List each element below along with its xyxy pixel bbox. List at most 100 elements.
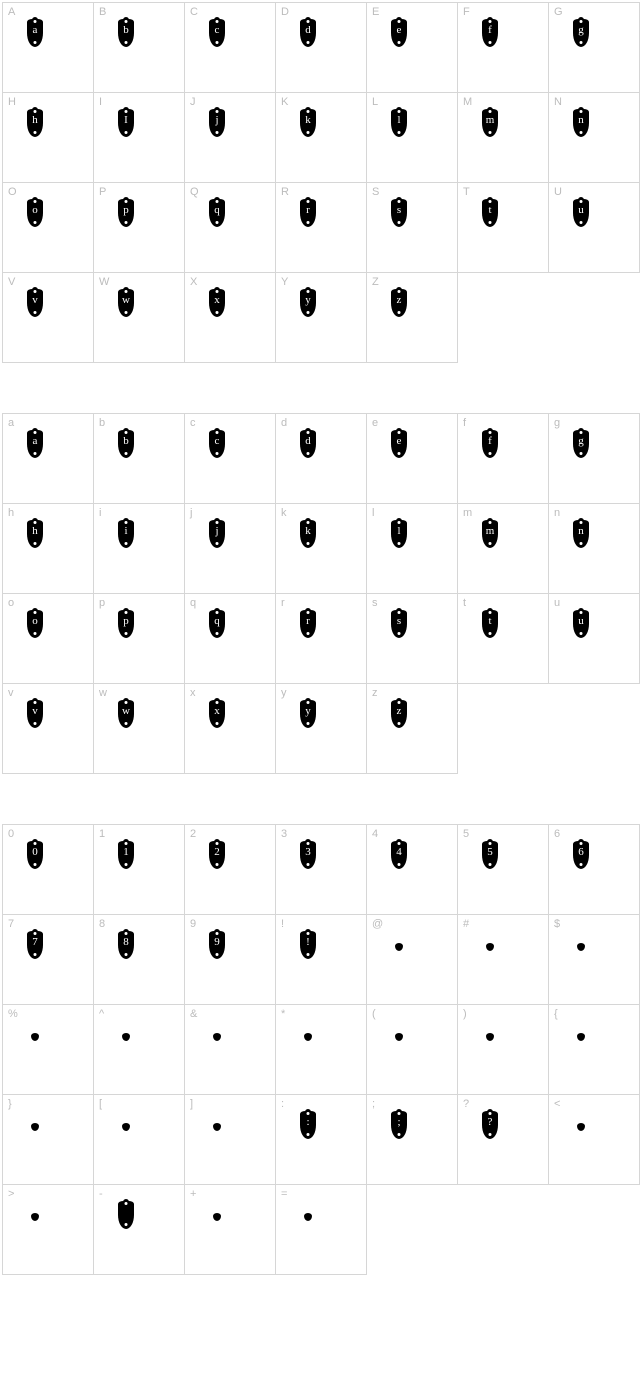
glyph-cell[interactable]: ii — [94, 504, 185, 594]
glyph-cell[interactable]: Bb — [94, 3, 185, 93]
glyph-cell[interactable]: [ — [94, 1095, 185, 1185]
glyph-cell[interactable]: 11 — [94, 825, 185, 915]
glyph-cell[interactable]: $ — [549, 915, 640, 1005]
glyph-cell[interactable]: kk — [276, 504, 367, 594]
glyph-char: t — [482, 205, 498, 216]
cell-label: 0 — [8, 828, 14, 840]
glyph-cell[interactable]: ee — [367, 414, 458, 504]
cell-label: V — [8, 276, 15, 288]
glyph-cell[interactable]: Vv — [3, 273, 94, 363]
glyph-cell[interactable]: 22 — [185, 825, 276, 915]
glyph-shield: m — [482, 520, 498, 548]
glyph-cell[interactable]: yy — [276, 684, 367, 774]
section-numbers-symbols: 00112233445566778899!!@ # $%^&*(){} []::;;?… — [2, 824, 638, 1275]
glyph-cell[interactable]: ff — [458, 414, 549, 504]
glyph-cell[interactable]: 00 — [3, 825, 94, 915]
glyph-cell[interactable]: + — [185, 1185, 276, 1275]
glyph-cell[interactable]: jj — [185, 504, 276, 594]
glyph-cell[interactable]: = — [276, 1185, 367, 1275]
glyph-cell[interactable]: mm — [458, 504, 549, 594]
glyph-cell[interactable]: !! — [276, 915, 367, 1005]
glyph-cell[interactable]: oo — [3, 594, 94, 684]
cell-label: u — [554, 597, 560, 609]
glyph-cell[interactable]: { — [549, 1005, 640, 1095]
glyph-cell[interactable]: Pp — [94, 183, 185, 273]
glyph-cell[interactable]: :: — [276, 1095, 367, 1185]
glyph-cell[interactable]: tt — [458, 594, 549, 684]
glyph-cell[interactable]: Nn — [549, 93, 640, 183]
glyph-cell[interactable]: Ll — [367, 93, 458, 183]
glyph-cell[interactable]: Oo — [3, 183, 94, 273]
glyph-cell[interactable]: @ — [367, 915, 458, 1005]
glyph-cell[interactable]: Hh — [3, 93, 94, 183]
glyph-cell[interactable]: Ff — [458, 3, 549, 93]
glyph-cell[interactable]: 99 — [185, 915, 276, 1005]
glyph-cell[interactable]: - — [94, 1185, 185, 1275]
glyph-cell[interactable]: ?? — [458, 1095, 549, 1185]
glyph-cell[interactable]: aa — [3, 414, 94, 504]
glyph-cell[interactable]: Mm — [458, 93, 549, 183]
glyph-cell[interactable]: dd — [276, 414, 367, 504]
glyph-cell[interactable]: ^ — [94, 1005, 185, 1095]
glyph-cell[interactable]: Gg — [549, 3, 640, 93]
glyph-cell[interactable]: 33 — [276, 825, 367, 915]
glyph-char: f — [482, 436, 498, 447]
glyph-cell[interactable]: Zz — [367, 273, 458, 363]
glyph-cell[interactable]: Ww — [94, 273, 185, 363]
glyph-cell[interactable]: } — [3, 1095, 94, 1185]
glyph-cell[interactable]: cc — [185, 414, 276, 504]
glyph-cell[interactable]: Ee — [367, 3, 458, 93]
glyph-cell[interactable]: ll — [367, 504, 458, 594]
glyph-cell[interactable]: hh — [3, 504, 94, 594]
glyph-cell[interactable]: ;; — [367, 1095, 458, 1185]
glyph-cell[interactable]: Dd — [276, 3, 367, 93]
glyph-cell[interactable]: nn — [549, 504, 640, 594]
glyph-shield-small — [213, 1213, 221, 1221]
glyph-cell[interactable]: vv — [3, 684, 94, 774]
glyph-shield: e — [391, 19, 407, 47]
glyph-cell[interactable]: Uu — [549, 183, 640, 273]
glyph-cell[interactable]: Tt — [458, 183, 549, 273]
glyph-shield-small — [486, 943, 494, 951]
glyph-cell[interactable]: % — [3, 1005, 94, 1095]
glyph-cell[interactable]: ] — [185, 1095, 276, 1185]
glyph-cell[interactable]: > — [3, 1185, 94, 1275]
glyph-cell[interactable]: Aa — [3, 3, 94, 93]
glyph-cell[interactable]: Qq — [185, 183, 276, 273]
glyph-cell[interactable]: 88 — [94, 915, 185, 1005]
glyph-cell[interactable]: II — [94, 93, 185, 183]
glyph-cell[interactable]: qq — [185, 594, 276, 684]
glyph-cell[interactable]: Rr — [276, 183, 367, 273]
glyph-cell[interactable]: < — [549, 1095, 640, 1185]
glyph-cell[interactable]: ss — [367, 594, 458, 684]
glyph-cell[interactable]: zz — [367, 684, 458, 774]
glyph-cell[interactable]: rr — [276, 594, 367, 684]
cell-label: } — [8, 1098, 12, 1110]
glyph-char: c — [209, 25, 225, 36]
glyph-cell[interactable]: Ss — [367, 183, 458, 273]
glyph-cell[interactable]: ) — [458, 1005, 549, 1095]
glyph-cell[interactable]: ww — [94, 684, 185, 774]
glyph-cell[interactable]: Kk — [276, 93, 367, 183]
glyph-cell[interactable]: uu — [549, 594, 640, 684]
glyph-char: e — [391, 25, 407, 36]
glyph-cell[interactable]: Jj — [185, 93, 276, 183]
glyph-cell[interactable]: Cc — [185, 3, 276, 93]
glyph-cell[interactable]: Yy — [276, 273, 367, 363]
glyph-cell[interactable]: & — [185, 1005, 276, 1095]
glyph-cell[interactable]: * — [276, 1005, 367, 1095]
glyph-cell[interactable]: Xx — [185, 273, 276, 363]
glyph-cell[interactable]: 77 — [3, 915, 94, 1005]
glyph-cell[interactable]: 55 — [458, 825, 549, 915]
glyph-cell[interactable]: xx — [185, 684, 276, 774]
glyph-cell[interactable]: bb — [94, 414, 185, 504]
glyph-char: h — [27, 115, 43, 126]
glyph-shield — [118, 1201, 134, 1229]
glyph-cell[interactable]: ( — [367, 1005, 458, 1095]
glyph-cell[interactable]: 66 — [549, 825, 640, 915]
glyph-cell[interactable]: 44 — [367, 825, 458, 915]
cell-label: # — [463, 918, 469, 930]
glyph-cell[interactable]: # — [458, 915, 549, 1005]
glyph-cell[interactable]: pp — [94, 594, 185, 684]
glyph-cell[interactable]: gg — [549, 414, 640, 504]
